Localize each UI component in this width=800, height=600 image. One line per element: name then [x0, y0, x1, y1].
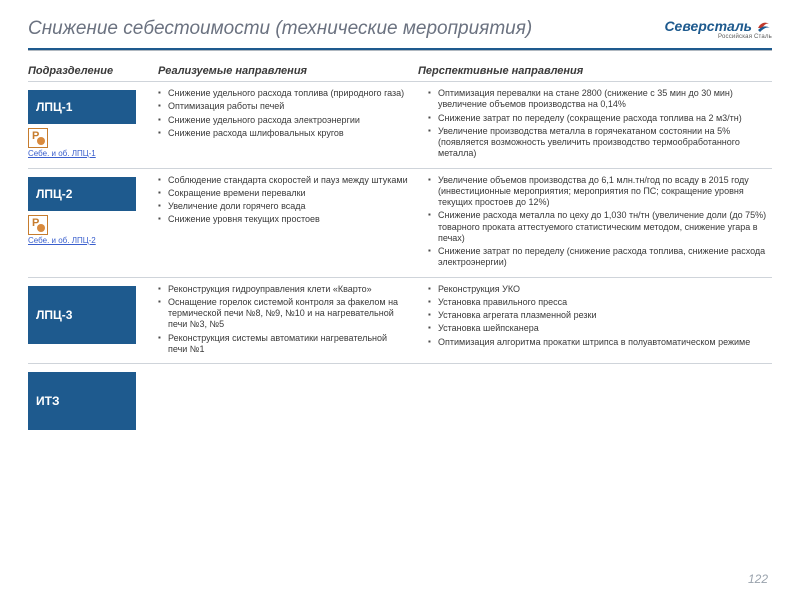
- header-rule: [28, 48, 772, 51]
- table-row: ЛПЦ-2 Cебе. и об. ЛПЦ-2 Соблюдение станд…: [28, 168, 772, 277]
- dept-tag: ЛПЦ-2: [28, 177, 136, 211]
- list-item: Установка шейпсканера: [428, 323, 772, 334]
- table-row: ИТЗ: [28, 363, 772, 438]
- attachment-link[interactable]: Cебе. и об. ЛПЦ-2: [28, 237, 96, 246]
- impl-list: Соблюдение стандарта скоростей и пауз ме…: [158, 175, 408, 226]
- persp-list: Оптимизация перевалки на стане 2800 (сни…: [428, 88, 772, 160]
- list-item: Реконструкция гидроуправления клети «Ква…: [158, 284, 408, 295]
- impl-cell: Соблюдение стандарта скоростей и пауз ме…: [158, 169, 418, 277]
- table-row: ЛПЦ-3 Реконструкция гидроуправления клет…: [28, 277, 772, 364]
- logo-text: Северсталь: [664, 18, 752, 34]
- list-item: Реконструкция системы автоматики нагрева…: [158, 333, 408, 356]
- list-item: Снижение уровня текущих простоев: [158, 214, 408, 225]
- impl-cell: Реконструкция гидроуправления клети «Ква…: [158, 278, 418, 364]
- list-item: Реконструкция УКО: [428, 284, 772, 295]
- list-item: Соблюдение стандарта скоростей и пауз ме…: [158, 175, 408, 186]
- page-title: Снижение себестоимости (технические меро…: [28, 18, 532, 40]
- brand-logo: Северсталь Российская Сталь: [664, 18, 772, 40]
- list-item: Снижение удельного расхода электроэнерги…: [158, 115, 408, 126]
- list-item: Увеличение объемов производства до 6,1 м…: [428, 175, 772, 209]
- impl-list: Снижение удельного расхода топлива (прир…: [158, 88, 408, 139]
- powerpoint-icon[interactable]: [28, 215, 48, 235]
- column-headers: Подразделение Реализуемые направления Пе…: [0, 57, 800, 81]
- impl-cell: Снижение удельного расхода топлива (прир…: [158, 82, 418, 168]
- powerpoint-icon[interactable]: [28, 128, 48, 148]
- list-item: Снижение затрат по переделу (сокращение …: [428, 113, 772, 124]
- persp-cell: Оптимизация перевалки на стане 2800 (сни…: [418, 82, 772, 168]
- list-item: Установка агрегата плазменной резки: [428, 310, 772, 321]
- logo-subtext: Российская Сталь: [664, 34, 772, 40]
- persp-cell: Увеличение объемов производства до 6,1 м…: [418, 169, 772, 277]
- logo-icon: [756, 18, 772, 34]
- col-header-persp: Перспективные направления: [418, 65, 772, 77]
- attachment-link[interactable]: Cебе. и об. ЛПЦ-1: [28, 150, 96, 159]
- col-header-dept: Подразделение: [28, 65, 158, 77]
- dept-cell: ИТЗ: [28, 364, 158, 438]
- page-number: 122: [748, 572, 768, 586]
- col-header-impl: Реализуемые направления: [158, 65, 418, 77]
- list-item: Оптимизация алгоритма прокатки штрипса в…: [428, 337, 772, 348]
- table-row: ЛПЦ-1 Cебе. и об. ЛПЦ-1 Снижение удельно…: [28, 81, 772, 168]
- list-item: Оптимизация перевалки на стане 2800 (сни…: [428, 88, 772, 111]
- slide-header: Снижение себестоимости (технические меро…: [0, 0, 800, 48]
- dept-cell: ЛПЦ-3: [28, 278, 158, 364]
- data-rows: ЛПЦ-1 Cебе. и об. ЛПЦ-1 Снижение удельно…: [0, 81, 800, 438]
- list-item: Снижение расхода металла по цеху до 1,03…: [428, 210, 772, 244]
- list-item: Установка правильного пресса: [428, 297, 772, 308]
- list-item: Снижение затрат по переделу (снижение ра…: [428, 246, 772, 269]
- dept-cell: ЛПЦ-1 Cебе. и об. ЛПЦ-1: [28, 82, 158, 168]
- list-item: Сокращение времени перевалки: [158, 188, 408, 199]
- persp-cell: [418, 364, 772, 438]
- dept-tag: ЛПЦ-3: [28, 286, 136, 344]
- list-item: Оптимизация работы печей: [158, 101, 408, 112]
- impl-list: Реконструкция гидроуправления клети «Ква…: [158, 284, 408, 356]
- list-item: Снижение расхода шлифовальных кругов: [158, 128, 408, 139]
- persp-list: Увеличение объемов производства до 6,1 м…: [428, 175, 772, 269]
- dept-cell: ЛПЦ-2 Cебе. и об. ЛПЦ-2: [28, 169, 158, 277]
- list-item: Оснащение горелок системой контроля за ф…: [158, 297, 408, 331]
- list-item: Увеличение производства металла в горяче…: [428, 126, 772, 160]
- list-item: Увеличение доли горячего всада: [158, 201, 408, 212]
- dept-tag: ЛПЦ-1: [28, 90, 136, 124]
- dept-tag: ИТЗ: [28, 372, 136, 430]
- impl-cell: [158, 364, 418, 438]
- persp-cell: Реконструкция УКО Установка правильного п…: [418, 278, 772, 364]
- persp-list: Реконструкция УКО Установка правильного п…: [428, 284, 772, 348]
- list-item: Снижение удельного расхода топлива (прир…: [158, 88, 408, 99]
